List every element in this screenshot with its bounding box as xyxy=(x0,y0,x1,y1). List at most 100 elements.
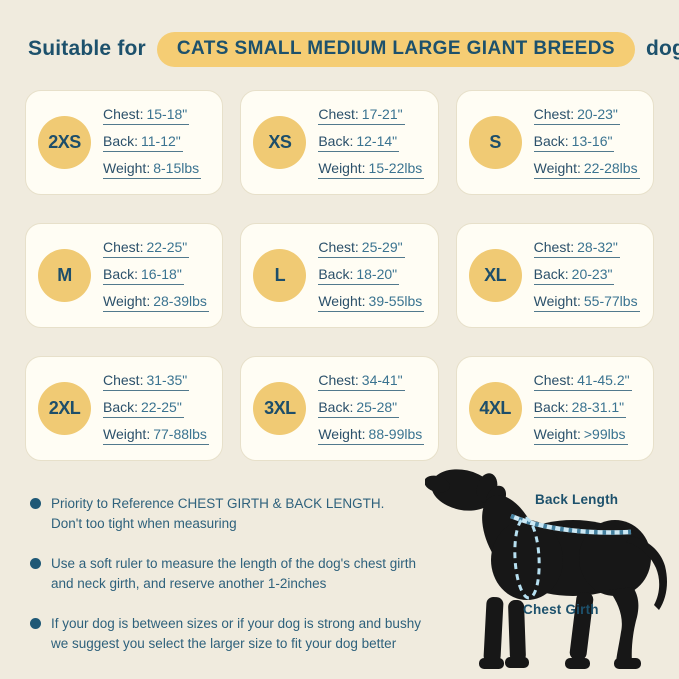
weight-label: Weight: xyxy=(103,293,151,310)
note-line: If your dog is between sizes or if your … xyxy=(51,615,421,631)
note-line: we suggest you select the larger size to… xyxy=(51,635,397,651)
size-specs: Chest: 28-32" Back: 20-23" Weight: 55-77lbs xyxy=(533,238,640,313)
back-value: 20-23" xyxy=(571,265,613,282)
note-text: Use a soft ruler to measure the length o… xyxy=(51,554,416,594)
back-spec: Back: 22-25" xyxy=(103,399,184,419)
weight-spec: Weight: 15-22lbs xyxy=(318,160,425,180)
size-badge: 3XL xyxy=(253,382,307,435)
header: Suitable for CATS SMALL MEDIUM LARGE GIA… xyxy=(28,31,679,67)
chest-girth-label: Chest Girth xyxy=(523,602,599,617)
weight-label: Weight: xyxy=(318,160,366,177)
back-spec: Back: 28-31.1" xyxy=(533,398,627,419)
size-specs: Chest: 15-18" Back: 11-12" Weight: 8-15lbs xyxy=(103,105,202,180)
chest-value: 22-25" xyxy=(146,238,188,255)
note-line: Use a soft ruler to measure the length o… xyxy=(51,555,417,571)
chest-label: Chest: xyxy=(533,371,575,388)
chest-label: Chest: xyxy=(318,371,359,388)
note-text: Priority to Reference CHEST GIRTH & BACK… xyxy=(51,494,384,534)
bullet-icon xyxy=(30,557,41,569)
note-line: Don't too tight when measuring xyxy=(51,515,237,531)
note-line: and neck girth, and reserve another 1-2i… xyxy=(51,575,327,591)
size-specs: Chest: 34-41" Back: 25-28" Weight: 88-99lbs xyxy=(318,371,425,446)
back-spec: Back: 16-18" xyxy=(103,265,184,286)
header-prefix: Suitable for xyxy=(28,37,146,60)
size-badge: 2XS xyxy=(38,116,91,169)
weight-value: 39-55lbs xyxy=(368,293,423,310)
weight-spec: Weight: 77-88lbs xyxy=(103,426,209,446)
size-badge: 4XL xyxy=(468,382,522,435)
back-spec: Back: 18-20" xyxy=(318,265,400,286)
dog-measurement-diagram: Back Length Chest Girth xyxy=(425,452,679,679)
chest-value: 31-35" xyxy=(146,371,188,388)
size-card-3xl: 3XL Chest: 34-41" Back: 25-28" Weight: 88-9… xyxy=(240,356,439,461)
weight-spec: Weight: 28-39lbs xyxy=(103,293,209,313)
weight-label: Weight: xyxy=(318,426,366,443)
bullet-icon xyxy=(30,498,41,509)
weight-value: 77-88lbs xyxy=(153,426,207,443)
back-label: Back: xyxy=(533,265,569,282)
size-card-2xl: 2XL Chest: 31-35" Back: 22-25" Weight: 77-8… xyxy=(25,356,224,461)
note-item: Use a soft ruler to measure the length o… xyxy=(30,554,460,594)
back-spec: Back: 11-12" xyxy=(103,132,183,153)
chest-value: 41-45.2" xyxy=(577,371,630,388)
size-badge: XL xyxy=(468,249,522,302)
size-card-2xs: 2XS Chest: 15-18" Back: 11-12" Weight: 8-15… xyxy=(25,90,224,195)
back-label: Back: xyxy=(318,132,354,149)
chest-label: Chest: xyxy=(103,371,144,388)
weight-value: >99lbs xyxy=(583,426,626,443)
weight-value: 8-15lbs xyxy=(153,160,200,177)
size-specs: Chest: 31-35" Back: 22-25" Weight: 77-88lbs xyxy=(103,371,209,446)
back-label: Back: xyxy=(103,132,139,149)
chest-spec: Chest: 17-21" xyxy=(318,106,405,125)
chest-spec: Chest: 25-29" xyxy=(318,238,405,258)
size-card-l: L Chest: 25-29" Back: 18-20" Weight: 39-55l… xyxy=(240,223,439,328)
back-label: Back: xyxy=(103,265,139,282)
weight-label: Weight: xyxy=(103,426,151,443)
chest-value: 28-32" xyxy=(577,238,618,255)
chest-label: Chest: xyxy=(318,238,359,255)
chest-label: Chest: xyxy=(533,238,575,255)
size-specs: Chest: 22-25" Back: 16-18" Weight: 28-39lbs xyxy=(103,238,209,313)
weight-label: Weight: xyxy=(103,160,151,177)
weight-label: Weight: xyxy=(533,160,581,177)
size-specs: Chest: 17-21" Back: 12-14" Weight: 15-22lbs xyxy=(318,106,425,180)
size-card-xl: XL Chest: 28-32" Back: 20-23" Weight: 55-77… xyxy=(455,223,654,328)
size-card-m: M Chest: 22-25" Back: 16-18" Weight: 28-39l… xyxy=(25,223,224,328)
size-specs: Chest: 20-23" Back: 13-16" Weight: 22-28lbs xyxy=(533,105,640,180)
size-badge: M xyxy=(38,249,91,302)
back-label: Back: xyxy=(318,398,354,415)
size-badge: S xyxy=(468,116,522,169)
chest-label: Chest: xyxy=(103,105,144,122)
chest-spec: Chest: 41-45.2" xyxy=(533,371,632,391)
size-card-xs: XS Chest: 17-21" Back: 12-14" Weight: 15-22… xyxy=(240,90,439,195)
weight-value: 15-22lbs xyxy=(368,160,423,177)
back-value: 18-20" xyxy=(356,265,398,282)
dog-body-shapes xyxy=(425,469,667,669)
chest-spec: Chest: 28-32" xyxy=(533,238,620,258)
back-length-label: Back Length xyxy=(535,492,619,507)
back-value: 28-31.1" xyxy=(571,398,625,415)
size-grid: 2XS Chest: 15-18" Back: 11-12" Weight: 8-15… xyxy=(25,90,654,461)
back-value: 11-12" xyxy=(141,132,181,149)
bullet-icon xyxy=(30,617,41,629)
chest-value: 25-29" xyxy=(361,238,403,255)
size-card-s: S Chest: 20-23" Back: 13-16" Weight: 22-28l… xyxy=(455,90,654,195)
back-value: 13-16" xyxy=(571,132,613,149)
weight-value: 22-28lbs xyxy=(583,160,638,177)
chest-spec: Chest: 34-41" xyxy=(318,371,405,391)
size-specs: Chest: 41-45.2" Back: 28-31.1" Weight: >99l… xyxy=(533,371,632,446)
weight-value: 88-99lbs xyxy=(368,426,423,443)
weight-spec: Weight: >99lbs xyxy=(533,426,628,446)
chest-value: 34-41" xyxy=(361,371,403,388)
chest-value: 15-18" xyxy=(146,105,188,122)
chest-spec: Chest: 22-25" xyxy=(103,238,190,258)
breed-highlight-pill: CATS SMALL MEDIUM LARGE GIANT BREEDS xyxy=(156,31,635,67)
back-spec: Back: 13-16" xyxy=(533,132,615,153)
chest-label: Chest: xyxy=(533,105,575,122)
weight-spec: Weight: 39-55lbs xyxy=(318,293,425,313)
weight-value: 55-77lbs xyxy=(583,293,638,310)
back-length-line xyxy=(510,513,632,535)
note-line: Priority to Reference CHEST GIRTH & BACK… xyxy=(51,496,385,511)
back-spec: Back: 12-14" xyxy=(318,132,400,153)
header-suffix: dogs xyxy=(645,37,679,60)
